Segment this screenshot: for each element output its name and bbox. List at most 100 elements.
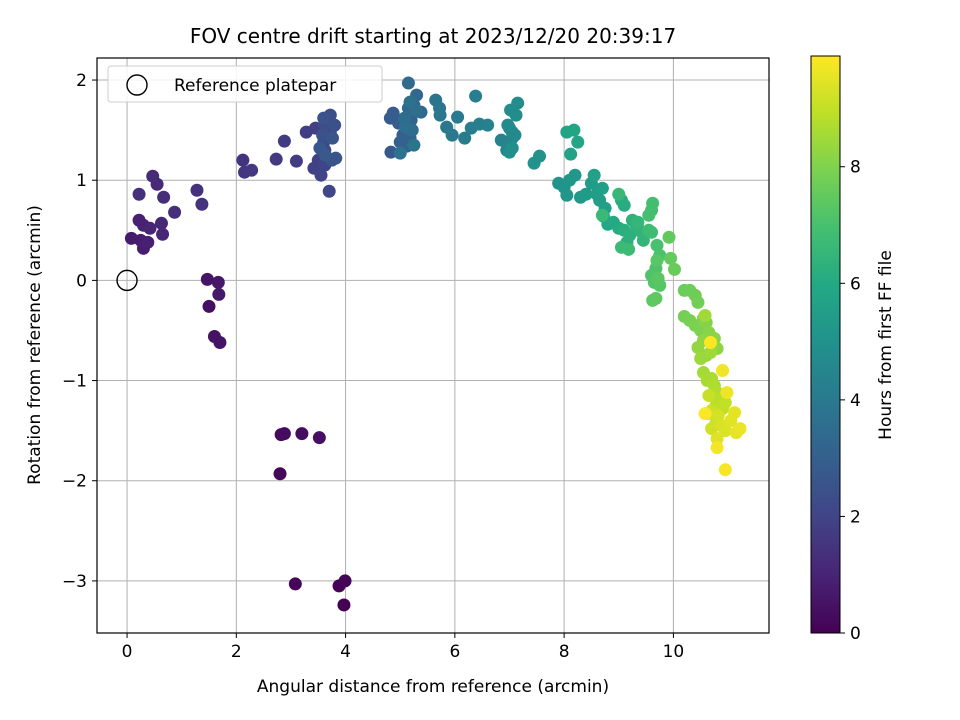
- x-tick-label: 0: [122, 642, 133, 662]
- data-point: [329, 151, 343, 165]
- data-point: [533, 149, 547, 163]
- data-point: [564, 147, 578, 161]
- colorbar-label: Hours from first FF file: [876, 250, 896, 440]
- data-point: [337, 598, 351, 612]
- data-point: [288, 577, 302, 591]
- data-point: [716, 364, 730, 378]
- data-point: [650, 253, 664, 267]
- x-tick-label: 6: [449, 642, 460, 662]
- data-point: [560, 188, 574, 202]
- data-point: [694, 352, 708, 366]
- data-point: [325, 131, 339, 145]
- data-point: [156, 227, 170, 241]
- data-point: [646, 196, 660, 210]
- data-point: [508, 128, 522, 142]
- y-tick-label: 0: [76, 271, 87, 291]
- data-point: [595, 181, 609, 195]
- data-point: [269, 152, 283, 166]
- data-point: [277, 134, 291, 148]
- x-axis-ticks: 0 2 4 6 8 10: [122, 633, 685, 662]
- data-point: [277, 427, 291, 441]
- data-point: [393, 146, 407, 160]
- data-point: [316, 128, 330, 142]
- data-point: [636, 233, 650, 247]
- data-point: [154, 216, 168, 230]
- data-point: [451, 110, 465, 124]
- data-point: [645, 225, 659, 239]
- chart-title: FOV centre drift starting at 2023/12/20 …: [190, 24, 676, 48]
- y-axis-ticks: −3 −2 −1 0 1 2: [62, 71, 97, 592]
- data-point: [212, 287, 226, 301]
- data-point: [720, 386, 734, 400]
- data-point: [698, 308, 712, 322]
- y-tick-label: −1: [62, 372, 87, 392]
- data-point: [433, 108, 447, 122]
- data-point: [328, 118, 342, 132]
- y-tick-label: −3: [62, 572, 87, 592]
- data-point: [718, 424, 732, 438]
- y-tick-label: 2: [76, 71, 87, 91]
- data-point: [623, 228, 637, 242]
- colorbar-tick-label: 4: [850, 391, 861, 411]
- data-point: [407, 138, 421, 152]
- data-point: [698, 407, 712, 421]
- data-point: [469, 89, 483, 103]
- data-point: [190, 183, 204, 197]
- data-point: [505, 141, 519, 155]
- legend-box: [107, 65, 383, 103]
- data-point: [711, 409, 725, 423]
- data-point: [617, 198, 631, 212]
- data-point: [509, 108, 523, 122]
- data-point: [168, 205, 182, 219]
- data-point: [649, 291, 663, 305]
- colorbar-ticks: 0 2 4 6 8: [840, 158, 861, 644]
- data-point: [501, 118, 515, 132]
- data-point: [704, 335, 718, 349]
- data-point: [568, 168, 582, 182]
- data-point: [213, 335, 227, 349]
- data-point: [481, 118, 495, 132]
- data-point: [386, 106, 400, 120]
- plot-frame: [96, 57, 770, 634]
- data-point: [511, 96, 525, 110]
- data-point: [132, 187, 146, 201]
- x-tick-label: 8: [559, 642, 570, 662]
- data-point: [273, 467, 287, 481]
- data-point: [650, 238, 664, 252]
- legend: Reference platepar: [107, 65, 383, 103]
- data-point: [702, 389, 716, 403]
- data-point: [718, 396, 732, 410]
- data-point: [667, 262, 681, 276]
- data-point: [710, 432, 724, 446]
- colorbar-tick-label: 0: [850, 624, 861, 644]
- data-point: [705, 422, 719, 436]
- colorbar-tick-label: 2: [850, 507, 861, 527]
- x-tick-label: 2: [231, 642, 242, 662]
- x-tick-label: 10: [663, 642, 685, 662]
- x-tick-label: 4: [340, 642, 351, 662]
- data-point: [338, 574, 352, 588]
- data-point: [322, 184, 336, 198]
- data-point: [236, 153, 250, 167]
- data-point: [612, 187, 626, 201]
- data-point: [141, 235, 155, 249]
- legend-marker-icon: [126, 74, 148, 96]
- colorbar-tick-label: 6: [850, 274, 861, 294]
- data-point: [202, 299, 216, 313]
- data-point: [718, 463, 732, 477]
- data-point: [571, 135, 585, 149]
- reference-marker-layer: [116, 269, 138, 292]
- data-point: [403, 95, 417, 109]
- grid-lines: [97, 58, 769, 633]
- data-point: [567, 123, 581, 137]
- reference-platepar-marker: [116, 269, 138, 292]
- data-point: [691, 295, 705, 309]
- legend-entry-label: Reference platepar: [174, 76, 336, 96]
- data-point: [317, 111, 331, 125]
- x-axis-label: Angular distance from reference (arcmin): [257, 677, 609, 697]
- data-point: [314, 168, 328, 182]
- data-point: [728, 406, 742, 420]
- y-tick-label: 1: [76, 171, 87, 191]
- data-point: [211, 275, 225, 289]
